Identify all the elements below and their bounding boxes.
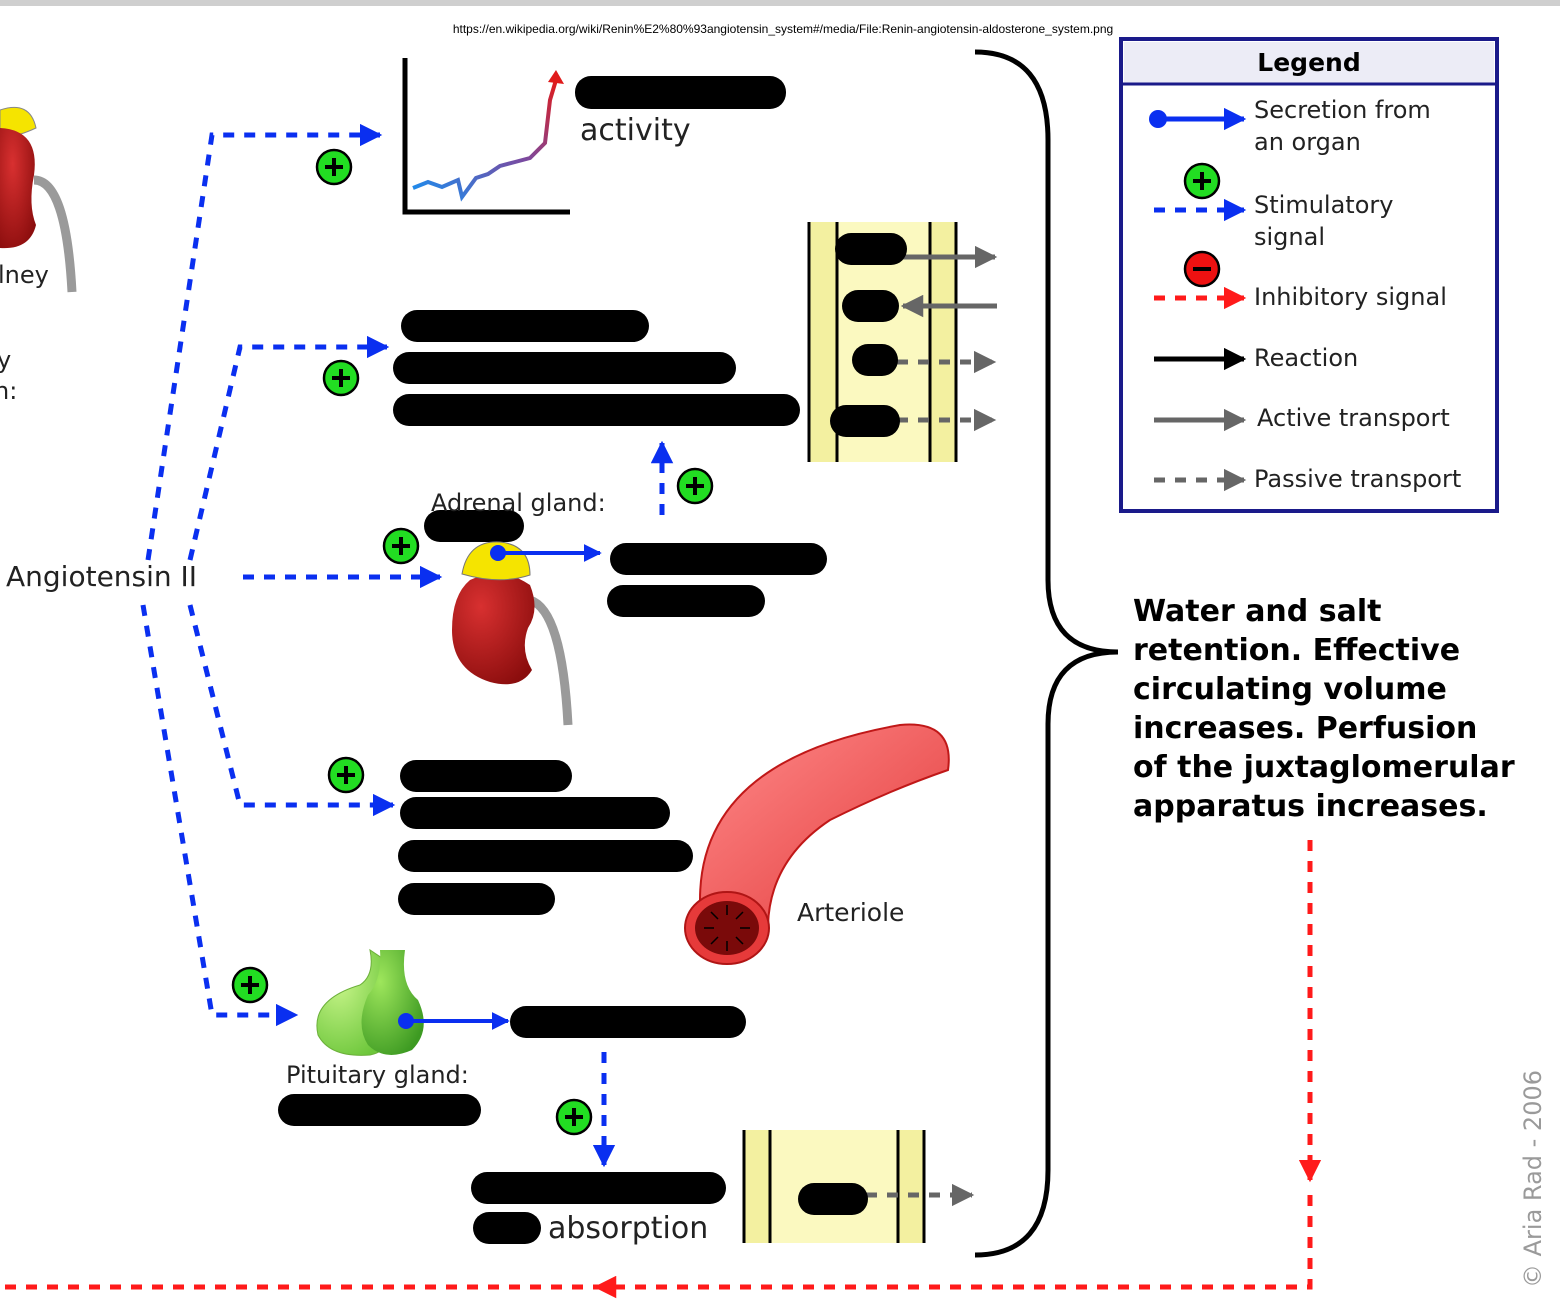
svg-text:of the juxtaglomerular: of the juxtaglomerular	[1133, 750, 1515, 785]
legend-item-reaction: Reaction	[1254, 344, 1358, 372]
redacted-block	[575, 76, 786, 109]
legend-item-passive-transport: Passive transport	[1254, 465, 1461, 493]
legend-item-stimulatory-line1: Stimulatory	[1254, 191, 1393, 219]
angiotensin-ii-label: Angiotensin II	[6, 560, 197, 593]
result-text: Water and salt retention. Effective circ…	[1133, 594, 1515, 824]
lower-tubule-icon	[742, 1130, 975, 1243]
plus-badge-icon	[555, 1098, 593, 1136]
activity-label: activity	[580, 113, 691, 148]
plus-badge-icon	[676, 467, 714, 505]
legend-item-inhibitory: Inhibitory signal	[1254, 283, 1447, 311]
left-kidney-label: lney	[0, 261, 49, 289]
svg-text:Water and salt: Water and salt	[1133, 594, 1381, 629]
plus-badge-icon	[327, 756, 365, 794]
arteriole-label: Arteriole	[797, 898, 904, 927]
legend-item-secretion-line2: an organ	[1254, 128, 1361, 156]
plus-badge-icon	[382, 527, 420, 565]
source-url: https://en.wikipedia.org/wiki/Renin%E2%8…	[453, 22, 1113, 36]
legend-item-stimulatory-line2: signal	[1254, 223, 1325, 251]
redacted-blocks	[278, 310, 827, 1244]
activity-graph-icon	[402, 58, 570, 215]
plus-badge-icon	[322, 359, 360, 397]
curly-brace	[974, 49, 1119, 1258]
legend-stimulatory-icon	[1154, 162, 1247, 222]
legend-item-secretion-line1: Secretion from	[1254, 96, 1431, 124]
svg-text:increases. Perfusion: increases. Perfusion	[1133, 711, 1477, 746]
legend-item-active-transport: Active transport	[1257, 404, 1450, 432]
tubule-section-icon	[807, 222, 998, 462]
svg-text:apparatus increases.: apparatus increases.	[1133, 789, 1488, 824]
legend-secretion-icon	[1149, 107, 1247, 131]
plus-badge-icons	[231, 148, 714, 1136]
svg-text:retention. Effective: retention. Effective	[1133, 633, 1460, 668]
top-border	[0, 0, 1560, 6]
adrenal-kidney-icon	[452, 541, 602, 726]
arteriole-icon	[684, 723, 950, 965]
pituitary-gland-icon	[316, 948, 510, 1056]
legend-box: Legend Secretion from an organ Stimulato…	[1119, 37, 1499, 513]
legend-inhibitory-icon	[1154, 250, 1247, 310]
inhibitory-feedback-arrow	[0, 840, 1322, 1299]
left-partial-label-2: n:	[0, 377, 17, 405]
adrenal-gland-label: Adrenal gland:	[431, 489, 606, 517]
left-partial-label-1: y	[0, 346, 11, 374]
absorption-label: absorption	[548, 1211, 708, 1246]
plus-badge-icon	[315, 148, 353, 186]
legend-title: Legend	[1257, 48, 1360, 77]
left-kidney-icon	[0, 106, 77, 293]
plus-badge-icon	[231, 966, 269, 1004]
stimulatory-branches	[140, 123, 674, 1168]
copyright-text: © Aria Rad - 2006	[1519, 1070, 1547, 1288]
pituitary-gland-label: Pituitary gland:	[286, 1061, 469, 1089]
svg-text:circulating volume: circulating volume	[1133, 672, 1447, 707]
